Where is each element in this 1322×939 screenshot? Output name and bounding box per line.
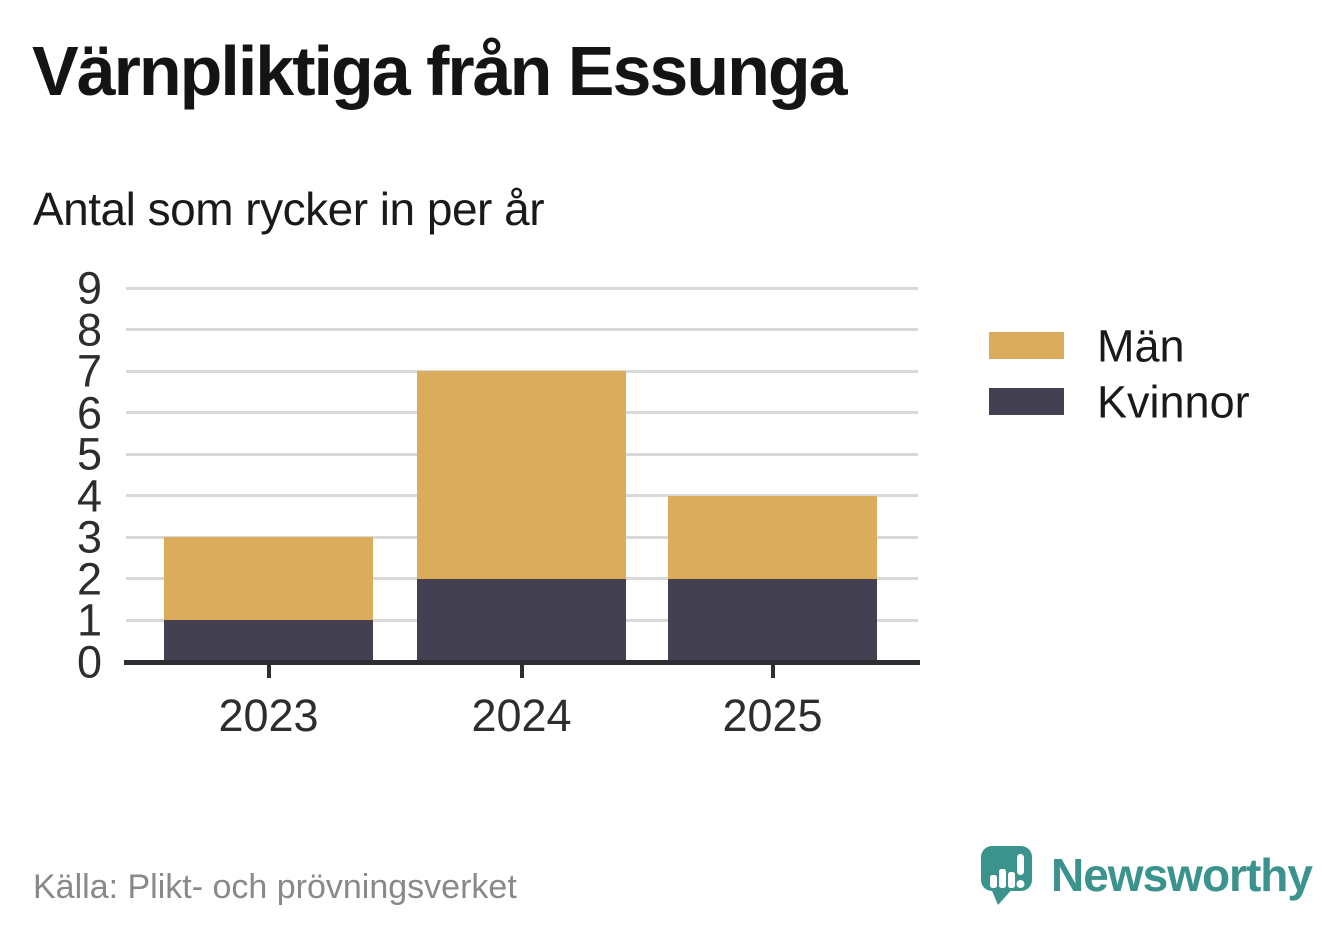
y-axis-label-1: 1: [76, 594, 102, 646]
y-axis-label-3: 3: [76, 511, 102, 563]
gridline-y-9: [126, 286, 918, 290]
y-axis-label-5: 5: [76, 428, 102, 480]
source-caption: Källa: Plikt- och prövningsverket: [33, 868, 517, 906]
chart-subtitle: Antal som rycker in per år: [33, 183, 545, 235]
bar-2023-män: [164, 537, 373, 621]
y-axis-label-7: 7: [76, 345, 102, 397]
x-tick-2025: [770, 665, 775, 678]
bar-2024-kvinnor: [417, 578, 626, 662]
y-axis-label-9: 9: [76, 262, 102, 314]
newsworthy-logo-icon: [981, 846, 1032, 905]
legend-label-kvinnor: Kvinnor: [1097, 376, 1250, 428]
page-title: Värnpliktiga från Essunga: [32, 32, 848, 110]
x-axis-line: [124, 660, 920, 665]
legend-swatch-män: [989, 332, 1064, 359]
legend-label-män: Män: [1097, 320, 1185, 372]
y-axis-label-6: 6: [76, 387, 102, 439]
x-axis-label-2023: 2023: [218, 690, 319, 741]
y-axis-label-0: 0: [76, 636, 102, 688]
legend-swatch-kvinnor: [989, 388, 1064, 415]
x-tick-2024: [519, 665, 524, 678]
bar-2025-män: [668, 495, 877, 579]
y-axis-label-8: 8: [76, 304, 102, 356]
bar-2025-kvinnor: [668, 578, 877, 662]
newsworthy-wordmark: Newsworthy: [1051, 849, 1313, 901]
gridline-y-8: [126, 328, 918, 332]
y-axis-label-2: 2: [76, 553, 102, 605]
x-axis-label-2024: 2024: [471, 690, 572, 741]
bar-2024-män: [417, 371, 626, 579]
bar-2023-kvinnor: [164, 620, 373, 662]
x-tick-2023: [266, 665, 271, 678]
newsworthy-logo: Newsworthy: [981, 846, 1313, 908]
y-axis-label-4: 4: [76, 470, 102, 522]
x-axis-label-2025: 2025: [722, 690, 823, 741]
